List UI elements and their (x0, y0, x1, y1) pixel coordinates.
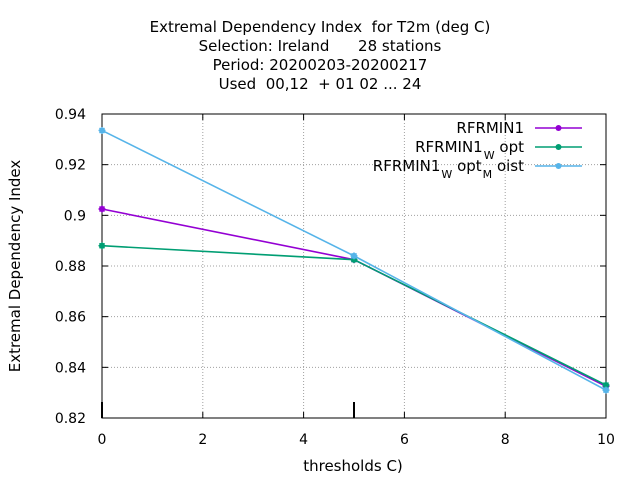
grid-lines (102, 114, 606, 418)
data-point-marker (98, 242, 106, 250)
y-tick-label: 0.86 (55, 310, 86, 326)
data-point-marker (602, 386, 610, 394)
data-point-marker (98, 126, 106, 134)
series-line (101, 244, 607, 386)
y-tick-label: 0.92 (55, 158, 86, 174)
y-tick-label: 0.88 (55, 259, 86, 275)
chart-subtitle-selection: Selection: Ireland 28 stations (198, 37, 442, 55)
data-point-marker (602, 381, 610, 389)
legend-label: RFRMIN1W opt (415, 138, 524, 162)
legend-swatch-marker (555, 125, 562, 131)
data-point-marker (350, 252, 358, 260)
legend-entry-1: RFRMIN1 (456, 119, 582, 137)
y-tick-label: 0.84 (55, 360, 86, 376)
chart-subtitle-period: Period: 20200203-20200217 (212, 56, 428, 74)
x-axis-label: thresholds C) (303, 457, 403, 475)
series-3 (98, 126, 610, 394)
y-tick-label: 0.9 (64, 208, 86, 224)
x-tick-label: 8 (501, 432, 510, 448)
data-point-marker (98, 205, 106, 213)
series-1 (98, 205, 610, 390)
y-axis-label: Extremal Dependency Index (6, 160, 24, 373)
legend-swatch-marker (555, 163, 562, 169)
legend-swatch-marker (555, 144, 562, 150)
y-tick-label: 0.94 (55, 107, 86, 123)
x-tick-label: 2 (198, 432, 207, 448)
chart-title: Extremal Dependency Index for T2m (deg C… (149, 18, 491, 36)
series-layer (98, 126, 610, 394)
legend-label: RFRMIN1 (456, 119, 524, 137)
x-tick-label: 10 (597, 432, 615, 448)
y-tick-label: 0.82 (55, 411, 86, 427)
series-line (101, 208, 607, 388)
data-point-marker (350, 256, 358, 264)
chart-subtitle-used: Used 00,12 + 01 02 ... 24 (218, 75, 422, 93)
x-tick-label: 6 (400, 432, 409, 448)
legend-entry-3: RFRMIN1W optM oist (373, 157, 582, 181)
x-tick-label: 4 (299, 432, 308, 448)
legend-entry-2: RFRMIN1W opt (415, 138, 582, 162)
legend-label: RFRMIN1W optM oist (373, 157, 524, 181)
ticks: 0 2 4 6 8 10 0.82 0.84 0.86 0.88 0.9 0.92 0.94 (55, 107, 615, 448)
x-tick-label: 0 (98, 432, 107, 448)
series-2 (98, 242, 610, 389)
